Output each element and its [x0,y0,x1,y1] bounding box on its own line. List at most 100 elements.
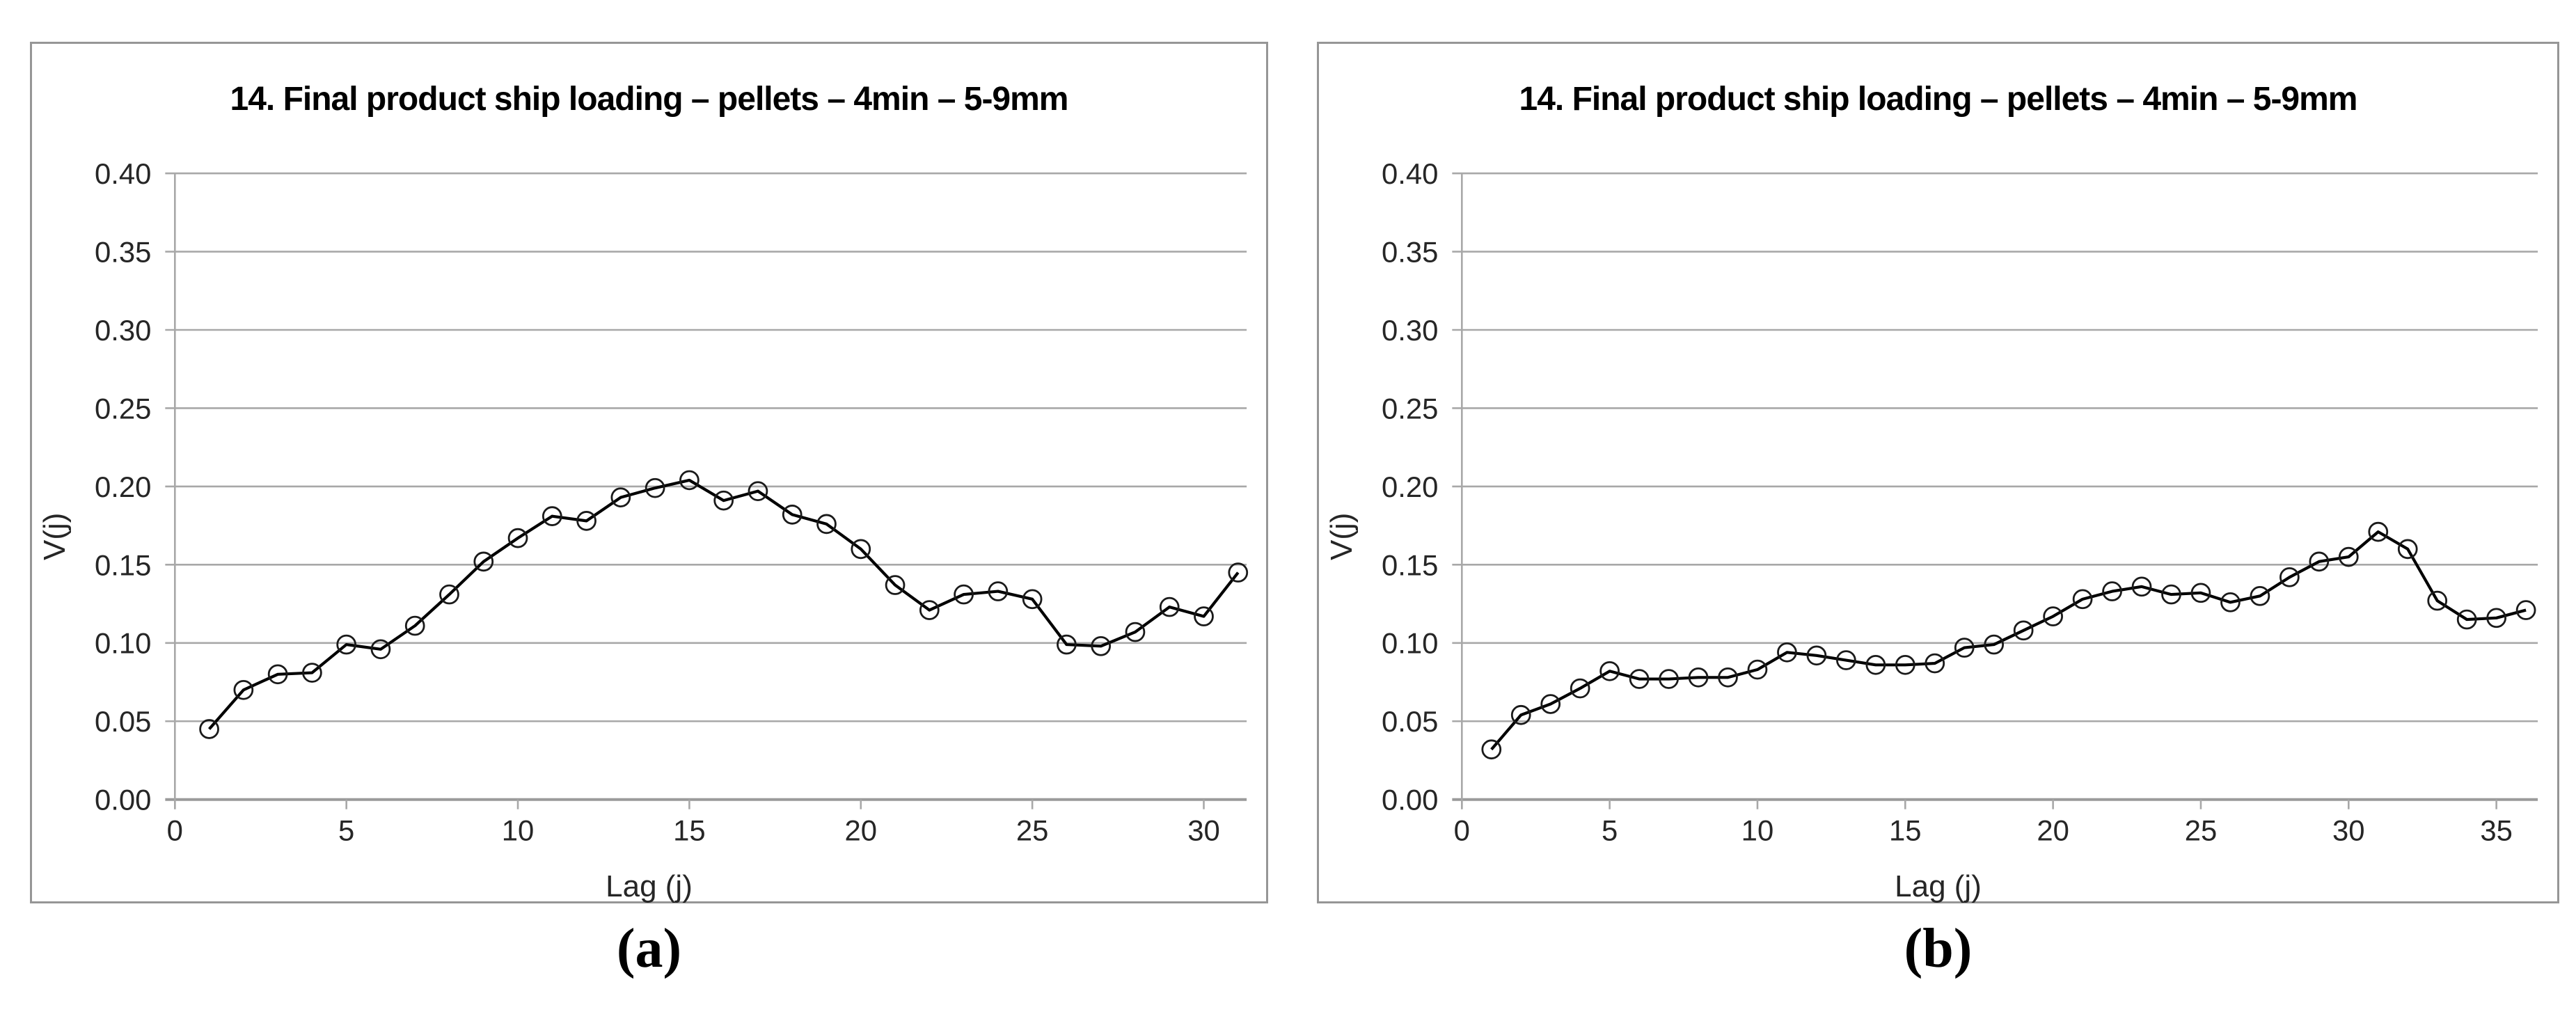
data-point-marker [954,584,974,605]
data-point-marker [2338,546,2359,567]
data-point-marker [1481,739,1502,760]
x-tick-label: 0 [1454,814,1470,846]
x-tick-label: 0 [167,814,183,846]
data-point-marker [748,481,768,501]
panel-caption-b: (b) [1904,918,1973,979]
x-tick-label: 15 [673,814,706,846]
data-point-marker [2131,576,2152,597]
y-tick-label: 0.05 [95,705,151,738]
y-tick-label: 0.15 [95,548,151,581]
y-tick-label: 0.00 [1382,784,1438,816]
data-point-marker [1777,642,1797,663]
data-point-marker [1540,694,1561,714]
data-point-marker [1057,634,1077,655]
series-line [208,478,1240,730]
x-tick-label: 25 [2185,814,2218,846]
data-point-marker [2456,609,2477,630]
data-point-marker [1510,704,1531,725]
x-tick-label: 35 [2480,814,2513,846]
y-tick-label: 0.40 [1382,157,1438,190]
data-point-marker [816,514,837,535]
x-tick-label: 25 [1016,814,1049,846]
chart-panel-a: 14. Final product ship loading – pellets… [30,42,1268,903]
data-point-marker [782,505,803,525]
data-point-marker [1091,635,1112,656]
data-point-marker [1125,622,1146,642]
data-point-marker [2368,521,2389,542]
chart-title: 14. Final product ship loading – pellets… [1519,81,2358,118]
data-point-marker [2427,590,2448,611]
data-point-marker [404,615,425,636]
x-axis-label: Lag (j) [606,869,693,903]
y-tick-label: 0.10 [1382,627,1438,660]
data-point-marker [1659,669,1679,689]
y-tick-label: 0.30 [1382,314,1438,347]
chart-plot-b: 0.00 0.05 0.10 0.15 0.20 0.25 0.30 0.35 0.40 0 5 10… [1382,157,2538,846]
chart-plot-a: 0.00 0.05 0.10 0.15 0.20 0.25 0.30 0.35 0.40 0 5 10… [95,157,1249,846]
data-point-marker [199,719,219,739]
series-line [1490,530,2527,751]
data-point-marker [851,539,871,560]
y-tick-label: 0.15 [1382,548,1438,581]
x-tick-label: 20 [2037,814,2069,846]
data-point-marker [1925,653,1945,674]
data-point-marker [542,506,562,526]
data-point-marker [2279,567,2300,587]
data-point-marker [2043,606,2063,626]
data-point-marker [1159,596,1180,617]
data-point-marker [919,600,940,620]
data-point-marker [1599,661,1620,681]
data-point-marker [2102,581,2122,601]
x-tick-label: 30 [2332,814,2365,846]
data-point-marker [1984,634,2005,655]
y-tick-label: 0.20 [1382,471,1438,503]
x-tick-label: 5 [1602,814,1618,846]
data-point-marker [1629,669,1650,689]
data-point-marker [2486,608,2506,628]
data-point-marker [233,679,254,700]
data-point-marker [507,528,528,548]
data-point-marker [2515,600,2536,620]
data-point-marker [1194,606,1214,626]
data-point-marker [1836,650,1856,670]
data-point-marker [1806,645,1827,666]
data-point-marker [713,490,734,511]
data-point-marker [2013,620,2034,641]
data-point-marker [645,477,665,498]
data-point-marker [1865,654,1886,675]
data-point-marker [988,581,1009,601]
x-tick-label: 20 [844,814,877,846]
data-point-marker [2309,551,2330,572]
data-point-marker [439,584,459,605]
data-point-marker [2072,589,2093,610]
x-tick-label: 5 [338,814,354,846]
data-point-marker [576,511,596,531]
x-axis-label: Lag (j) [1895,869,1982,903]
y-tick-label: 0.25 [1382,392,1438,425]
data-point-marker [1895,654,1915,675]
data-point-marker [1228,562,1249,583]
data-point-marker [370,639,391,660]
y-tick-label: 0.05 [1382,705,1438,738]
y-tick-label: 0.40 [95,157,151,190]
data-point-marker [2397,539,2418,560]
x-tick-label: 15 [1889,814,1922,846]
data-point-marker [1022,589,1043,610]
data-point-marker [1718,667,1738,688]
data-point-marker [1688,667,1709,688]
y-tick-label: 0.10 [95,627,151,660]
x-tick-label: 10 [1741,814,1774,846]
x-tick-label: 30 [1187,814,1220,846]
chart-title: 14. Final product ship loading – pellets… [230,81,1069,118]
data-point-marker [2220,592,2241,612]
y-tick-label: 0.35 [1382,236,1438,269]
data-point-marker [2250,586,2270,606]
data-point-marker [1747,659,1768,680]
y-tick-label: 0.20 [95,471,151,503]
data-point-marker [473,551,494,572]
data-point-marker [885,575,906,595]
data-point-marker [1570,678,1590,699]
x-tick-label: 10 [502,814,535,846]
data-point-marker [2190,583,2211,603]
